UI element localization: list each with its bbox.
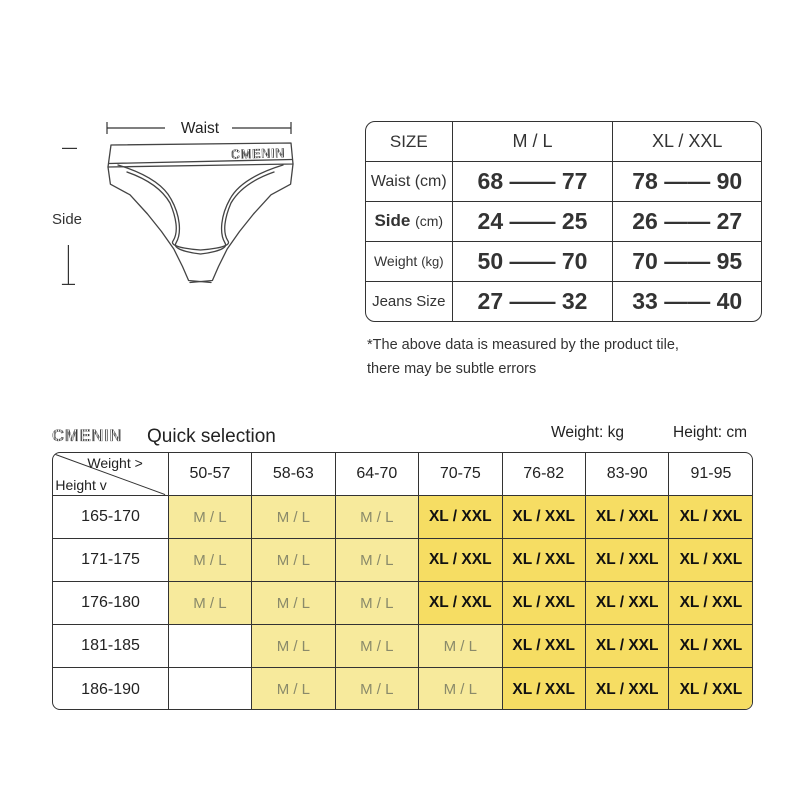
- svg-text:Side: Side: [52, 211, 82, 228]
- svg-text:CMENIN: CMENIN: [231, 145, 286, 161]
- svg-text:Waist: Waist: [181, 120, 220, 137]
- svg-text:CMENIN: CMENIN: [52, 426, 122, 445]
